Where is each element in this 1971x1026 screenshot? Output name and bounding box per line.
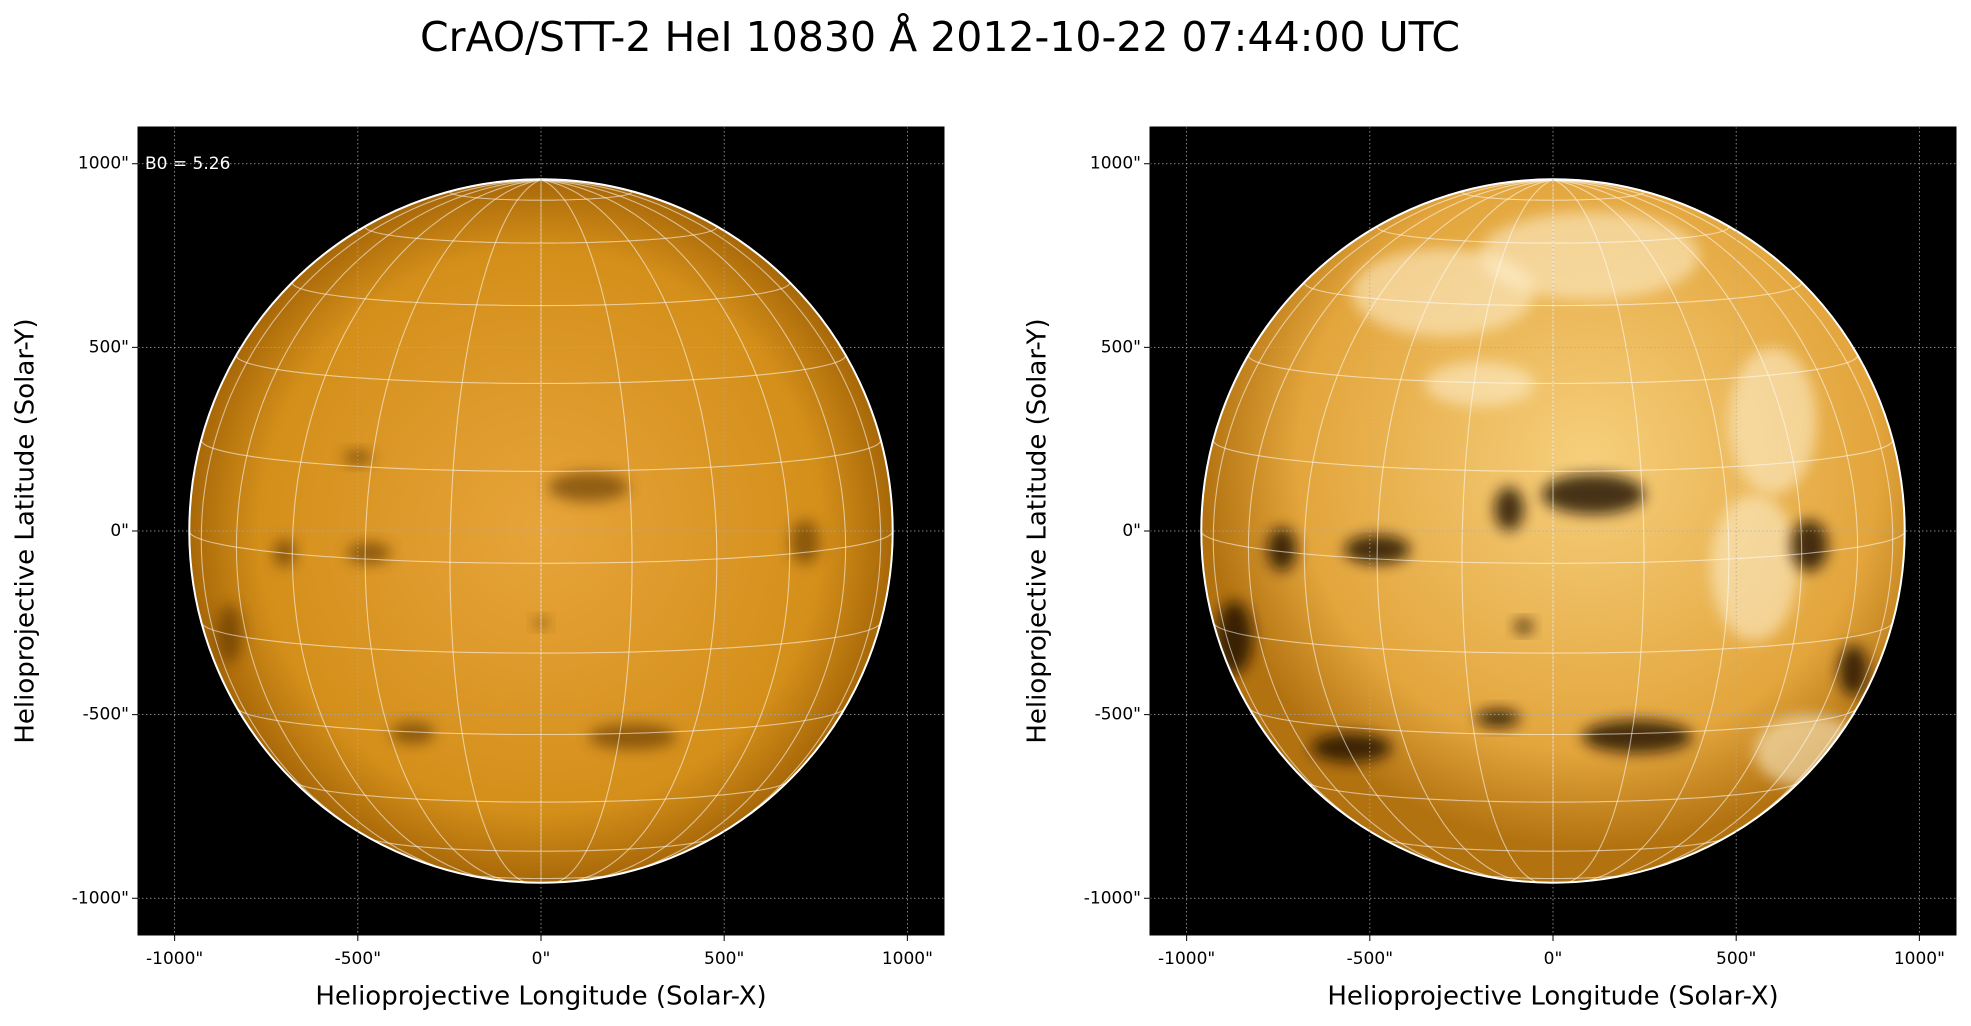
- heliographic-grid: [235, 179, 542, 879]
- y-axis-label: Helioprojective Latitude (Solar-Y): [1023, 318, 1053, 743]
- dark-filament: [1494, 486, 1524, 531]
- dark-filament: [548, 472, 629, 502]
- heliographic-grid: [1303, 280, 1803, 307]
- x-tick-label: 1000": [1894, 949, 1945, 969]
- x-axis-label: Helioprojective Longitude (Solar-X): [1327, 982, 1778, 1012]
- dark-filament: [343, 450, 373, 465]
- heliographic-grid: [540, 179, 791, 883]
- heliographic-grid: [1552, 179, 1894, 865]
- heliographic-grid: [1552, 179, 1730, 883]
- dark-filament: [1514, 619, 1533, 634]
- dark-filament: [1838, 644, 1869, 697]
- dark-filament: [346, 542, 391, 565]
- heliographic-grid: [1303, 179, 1554, 883]
- heliographic-grid: [291, 179, 542, 883]
- bright-region: [1728, 347, 1817, 495]
- heliographic-grid: [1376, 179, 1554, 883]
- x-tick-label: -1000": [1158, 949, 1215, 969]
- dark-filament: [1311, 733, 1392, 763]
- heliographic-grid: [540, 179, 633, 883]
- heliographic-grid: [1552, 179, 1645, 883]
- x-tick-label: -1000": [146, 949, 203, 969]
- y-axis-label: Helioprojective Latitude (Solar-Y): [11, 318, 41, 743]
- x-tick-label: -500": [1347, 949, 1393, 969]
- x-tick-label: 1000": [882, 949, 933, 969]
- y-tick-label: 0": [110, 521, 129, 541]
- y-tick-label: 500": [89, 337, 129, 357]
- heliographic-grid: [1305, 781, 1801, 803]
- bright-region: [1479, 211, 1700, 300]
- y-tick-label: -500": [1095, 705, 1141, 725]
- y-tick-label: 0": [1122, 521, 1141, 541]
- y-tick-label: -500": [83, 705, 129, 725]
- bright-region: [1424, 362, 1535, 407]
- dark-filament: [1791, 520, 1828, 572]
- y-tick-label: 1000": [1090, 154, 1141, 174]
- axes-frame: [137, 126, 945, 936]
- heliographic-grid: [1248, 708, 1858, 736]
- bright-region: [1710, 494, 1799, 641]
- heliographic-grid: [293, 781, 789, 803]
- map-panel: -1000" -500" 0" 500" 1000" -1000" -500" 0" 500" 1…: [1023, 126, 1957, 1012]
- dark-filament: [1267, 527, 1297, 572]
- heliographic-grid: [200, 179, 542, 865]
- heliographic-grid: [540, 179, 882, 865]
- heliographic-grid: [291, 280, 791, 307]
- dark-filament: [790, 520, 820, 564]
- heliographic-grid: [540, 179, 847, 879]
- x-axis-label: Helioprojective Longitude (Solar-X): [315, 982, 766, 1012]
- axes-frame: [1149, 126, 1957, 936]
- x-tick-label: 500": [704, 949, 744, 969]
- dark-filament: [1476, 709, 1521, 728]
- heliographic-grid: [1247, 179, 1554, 879]
- map-panel: -1000" -500" 0" 500" 1000" -1000" -500" 0" 500" 1…: [11, 126, 945, 1012]
- figure-title: CrAO/STT-2 HeI 10830 Å 2012-10-22 07:44:…: [420, 13, 1460, 61]
- x-tick-label: 0": [1544, 949, 1563, 969]
- bright-region: [1351, 248, 1535, 337]
- y-tick-label: -1000": [1084, 888, 1141, 908]
- heliographic-grid: [1552, 179, 1859, 879]
- heliographic-grid: [540, 179, 718, 883]
- heliographic-grid: [449, 179, 542, 883]
- heliographic-grid: [236, 708, 846, 736]
- heliographic-grid: [1461, 179, 1554, 883]
- dark-filament: [1542, 474, 1645, 515]
- y-tick-label: -1000": [72, 888, 129, 908]
- y-tick-label: 1000": [78, 154, 129, 174]
- heliographic-grid: [1212, 179, 1554, 865]
- x-tick-label: -500": [335, 949, 381, 969]
- heliographic-grid: [1552, 179, 1803, 883]
- dark-filament: [390, 722, 435, 744]
- heliographic-grid: [364, 179, 542, 883]
- dark-filament: [588, 723, 677, 750]
- y-tick-label: 500": [1101, 337, 1141, 357]
- x-tick-label: 500": [1716, 949, 1756, 969]
- heliographic-grid: [201, 622, 881, 654]
- x-tick-label: 0": [532, 949, 551, 969]
- dark-filament: [1582, 720, 1693, 754]
- heliographic-grid: [1213, 622, 1893, 654]
- annotation: B0 = 5.26: [145, 154, 230, 174]
